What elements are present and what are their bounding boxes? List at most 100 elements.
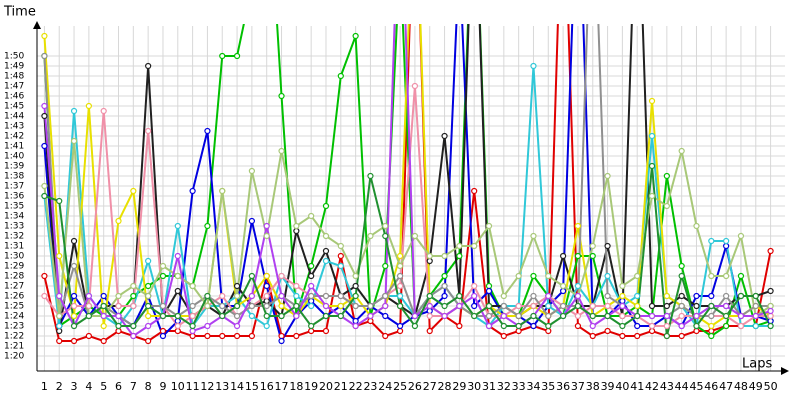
y-tick-label: 1:46	[4, 92, 24, 102]
point	[322, 232, 330, 240]
point	[426, 252, 433, 260]
point	[634, 312, 641, 320]
x-tick-label: 44	[675, 380, 689, 393]
x-tick-label: 39	[601, 380, 615, 393]
point	[663, 302, 670, 310]
point	[115, 322, 122, 330]
point	[456, 252, 463, 260]
y-tick-label: 1:27	[4, 282, 24, 292]
point	[100, 107, 107, 115]
point	[189, 327, 196, 335]
x-tick-label: 42	[645, 380, 659, 393]
x-tick-label: 21	[334, 380, 348, 393]
y-tick-label: 1:33	[4, 222, 24, 232]
point	[174, 287, 181, 295]
point	[456, 322, 463, 330]
x-tick-label: 20	[319, 380, 333, 393]
y-tick-label: 1:49	[4, 62, 24, 72]
point	[634, 302, 641, 310]
point	[278, 92, 285, 100]
point	[352, 322, 359, 330]
point	[263, 302, 270, 310]
point	[322, 247, 330, 255]
point	[308, 292, 315, 300]
point	[130, 332, 137, 340]
point	[678, 312, 685, 320]
point	[411, 312, 419, 320]
point	[352, 272, 359, 280]
point	[352, 317, 359, 325]
point	[441, 132, 448, 140]
point	[159, 272, 167, 280]
point	[737, 312, 745, 320]
point	[189, 302, 196, 310]
y-tick-label: 1:48	[4, 72, 24, 82]
point	[545, 312, 552, 320]
point	[723, 302, 730, 310]
point	[678, 147, 685, 155]
point	[56, 337, 63, 345]
point	[708, 332, 715, 340]
x-tick-label: 17	[275, 380, 289, 393]
point	[648, 327, 656, 335]
point	[604, 272, 611, 280]
point	[41, 182, 48, 190]
point	[737, 272, 745, 280]
point	[604, 172, 611, 180]
point	[308, 327, 315, 335]
x-tick-label: 45	[689, 380, 703, 393]
point	[174, 322, 181, 330]
point	[100, 302, 107, 310]
y-tick-label: 1:29	[4, 262, 24, 272]
point	[663, 202, 670, 210]
point	[41, 272, 48, 280]
point	[278, 337, 285, 345]
point	[560, 287, 567, 295]
point	[396, 282, 404, 290]
x-tick-label: 1	[41, 380, 48, 393]
point	[41, 192, 48, 200]
point	[574, 282, 582, 290]
point	[396, 252, 404, 260]
point	[723, 272, 730, 280]
x-tick-label: 50	[764, 380, 778, 393]
point	[530, 232, 537, 240]
point	[293, 312, 300, 320]
point	[322, 202, 330, 210]
y-tick-label: 1:20	[4, 352, 24, 362]
y-tick-label: 1:22	[4, 332, 24, 342]
point	[441, 292, 448, 300]
point	[396, 302, 404, 310]
point	[278, 147, 285, 155]
point	[560, 252, 567, 260]
point	[219, 52, 226, 60]
point	[382, 312, 389, 320]
point	[70, 302, 78, 310]
point	[85, 332, 92, 340]
point	[337, 242, 344, 250]
y-axis-title: Time	[3, 5, 36, 20]
x-tick-label: 46	[704, 380, 718, 393]
point	[500, 292, 507, 300]
point	[145, 127, 152, 135]
point	[396, 272, 404, 280]
point	[485, 322, 493, 330]
point	[263, 232, 270, 240]
point	[337, 262, 344, 270]
point	[619, 322, 626, 330]
point	[530, 322, 537, 330]
point	[545, 327, 552, 335]
point	[322, 302, 330, 310]
point	[723, 292, 730, 300]
point	[278, 312, 285, 320]
y-tick-label: 1:30	[4, 252, 24, 262]
point	[485, 302, 493, 310]
point	[204, 302, 211, 310]
point	[219, 302, 226, 310]
x-axis-title: Laps	[742, 357, 772, 372]
point	[456, 302, 463, 310]
x-tick-label: 6	[115, 380, 122, 393]
x-tick-label: 15	[245, 380, 259, 393]
x-tick-label: 40	[615, 380, 629, 393]
point	[648, 192, 656, 200]
